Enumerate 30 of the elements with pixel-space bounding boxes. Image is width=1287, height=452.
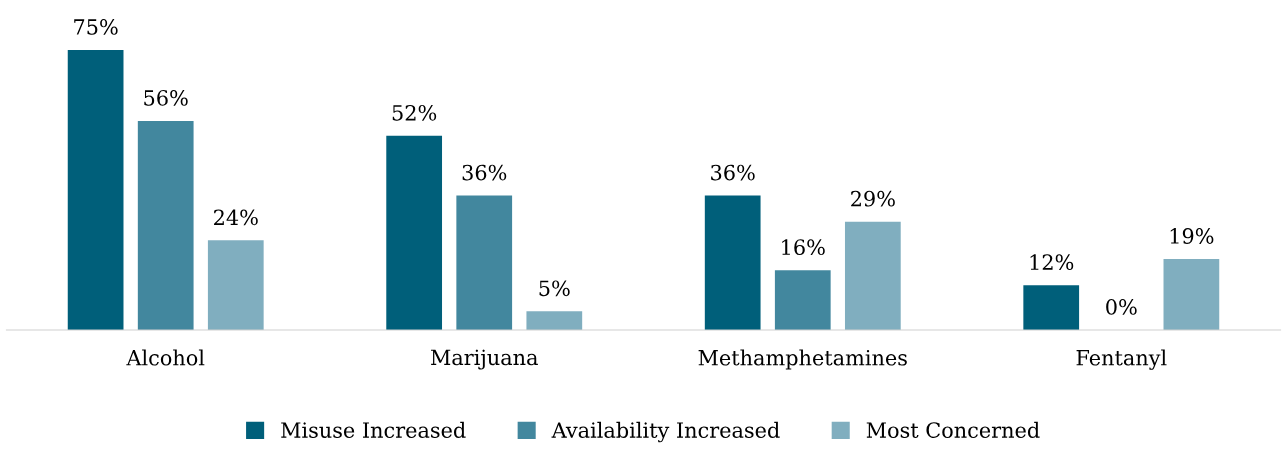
bar: [456, 195, 513, 330]
data-label: 0%: [1106, 299, 1137, 315]
x-tick-label: Marijuana: [431, 349, 538, 370]
bar: [1163, 259, 1220, 330]
data-label: 29%: [851, 190, 895, 207]
data-label: 52%: [392, 104, 437, 121]
bar: [137, 120, 194, 330]
data-label: 19%: [1170, 228, 1214, 244]
x-tick-label: Fentanyl: [1076, 349, 1167, 370]
bar: [704, 195, 761, 330]
bar: [67, 49, 124, 330]
bar: [1023, 285, 1080, 330]
data-label: 56%: [144, 89, 188, 106]
bar: [526, 311, 583, 330]
data-label: 24%: [214, 209, 258, 226]
data-label: 5%: [539, 280, 570, 297]
data-label: 16%: [782, 239, 825, 256]
bar: [844, 221, 901, 330]
data-label: 75%: [74, 19, 118, 35]
data-label: 36%: [462, 164, 507, 181]
bar: [774, 270, 831, 330]
x-tick-label: Methamphetamines: [698, 349, 907, 370]
bar: [207, 240, 264, 330]
legend-label: Misuse Increased: [281, 421, 466, 438]
data-label: 12%: [1030, 254, 1074, 271]
data-label: 36%: [711, 164, 755, 181]
bar: [386, 135, 443, 330]
legend-label: Most Concerned: [866, 421, 1040, 438]
x-tick-label: Alcohol: [126, 349, 205, 366]
legend-label: Availability Increased: [551, 421, 780, 443]
